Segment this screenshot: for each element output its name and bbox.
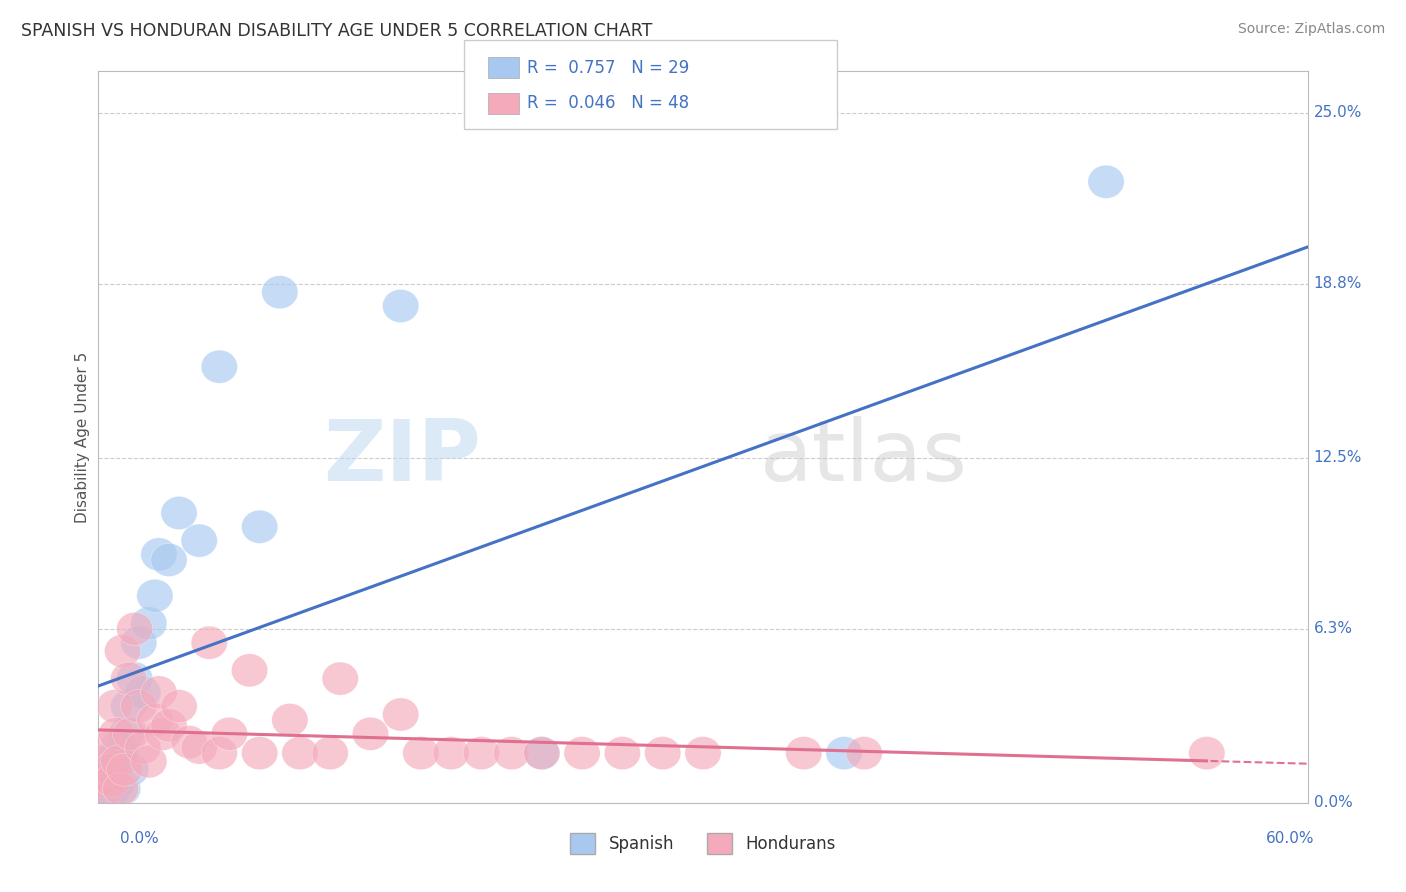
Ellipse shape [125,731,160,764]
Ellipse shape [145,717,181,750]
Ellipse shape [523,737,560,770]
Ellipse shape [262,276,298,309]
Ellipse shape [271,704,308,737]
Ellipse shape [131,745,167,778]
Ellipse shape [232,654,267,687]
Ellipse shape [121,690,157,723]
Ellipse shape [103,737,139,770]
Ellipse shape [150,543,187,576]
Text: R =  0.046   N = 48: R = 0.046 N = 48 [527,95,689,112]
Ellipse shape [825,737,862,770]
Ellipse shape [108,717,145,750]
Ellipse shape [685,737,721,770]
Ellipse shape [97,758,132,792]
Ellipse shape [86,745,122,778]
Ellipse shape [90,753,127,786]
Ellipse shape [211,717,247,750]
Ellipse shape [181,524,218,558]
Ellipse shape [312,737,349,770]
Ellipse shape [523,737,560,770]
Ellipse shape [93,753,129,786]
Text: atlas: atlas [761,417,969,500]
Ellipse shape [172,725,207,758]
Ellipse shape [181,731,218,764]
Ellipse shape [90,731,127,764]
Ellipse shape [150,709,187,742]
Ellipse shape [107,753,143,786]
Ellipse shape [160,690,197,723]
Ellipse shape [89,772,125,805]
Ellipse shape [112,753,149,786]
Text: 18.8%: 18.8% [1313,277,1362,292]
Ellipse shape [433,737,470,770]
Ellipse shape [94,764,131,797]
Ellipse shape [322,662,359,695]
Ellipse shape [111,662,146,695]
Ellipse shape [84,772,121,805]
Ellipse shape [141,676,177,709]
Ellipse shape [201,351,238,384]
Text: 6.3%: 6.3% [1313,622,1353,636]
Ellipse shape [786,737,823,770]
Text: 25.0%: 25.0% [1313,105,1362,120]
Ellipse shape [191,626,228,659]
Text: 60.0%: 60.0% [1267,831,1315,846]
Ellipse shape [117,612,153,646]
Ellipse shape [111,690,146,723]
Ellipse shape [98,717,135,750]
Ellipse shape [141,538,177,571]
Text: ZIP: ZIP [323,417,481,500]
Ellipse shape [160,497,197,530]
Ellipse shape [125,676,160,709]
Ellipse shape [605,737,641,770]
Text: 0.0%: 0.0% [120,831,159,846]
Ellipse shape [97,690,132,723]
Ellipse shape [104,634,141,667]
Ellipse shape [89,764,125,797]
Ellipse shape [117,662,153,695]
Text: 0.0%: 0.0% [1313,796,1353,810]
Legend: Spanish, Hondurans: Spanish, Hondurans [564,827,842,860]
Ellipse shape [131,607,167,640]
Ellipse shape [463,737,499,770]
Ellipse shape [242,510,278,543]
Ellipse shape [382,698,419,731]
Ellipse shape [1188,737,1225,770]
Ellipse shape [846,737,883,770]
Ellipse shape [100,745,136,778]
Ellipse shape [103,772,139,805]
Text: SPANISH VS HONDURAN DISABILITY AGE UNDER 5 CORRELATION CHART: SPANISH VS HONDURAN DISABILITY AGE UNDER… [21,22,652,40]
Text: Source: ZipAtlas.com: Source: ZipAtlas.com [1237,22,1385,37]
Ellipse shape [84,764,121,797]
Ellipse shape [136,704,173,737]
Ellipse shape [98,767,135,800]
Ellipse shape [494,737,530,770]
Ellipse shape [281,737,318,770]
Ellipse shape [112,717,149,750]
Ellipse shape [104,772,141,805]
Ellipse shape [644,737,681,770]
Ellipse shape [1088,165,1125,198]
Ellipse shape [382,289,419,323]
Text: 12.5%: 12.5% [1313,450,1362,466]
Ellipse shape [93,778,129,811]
Ellipse shape [100,731,136,764]
Ellipse shape [242,737,278,770]
Ellipse shape [121,626,157,659]
Ellipse shape [94,745,131,778]
Ellipse shape [402,737,439,770]
Ellipse shape [353,717,388,750]
Ellipse shape [136,579,173,612]
Y-axis label: Disability Age Under 5: Disability Age Under 5 [75,351,90,523]
Ellipse shape [201,737,238,770]
Ellipse shape [564,737,600,770]
Text: R =  0.757   N = 29: R = 0.757 N = 29 [527,59,689,77]
